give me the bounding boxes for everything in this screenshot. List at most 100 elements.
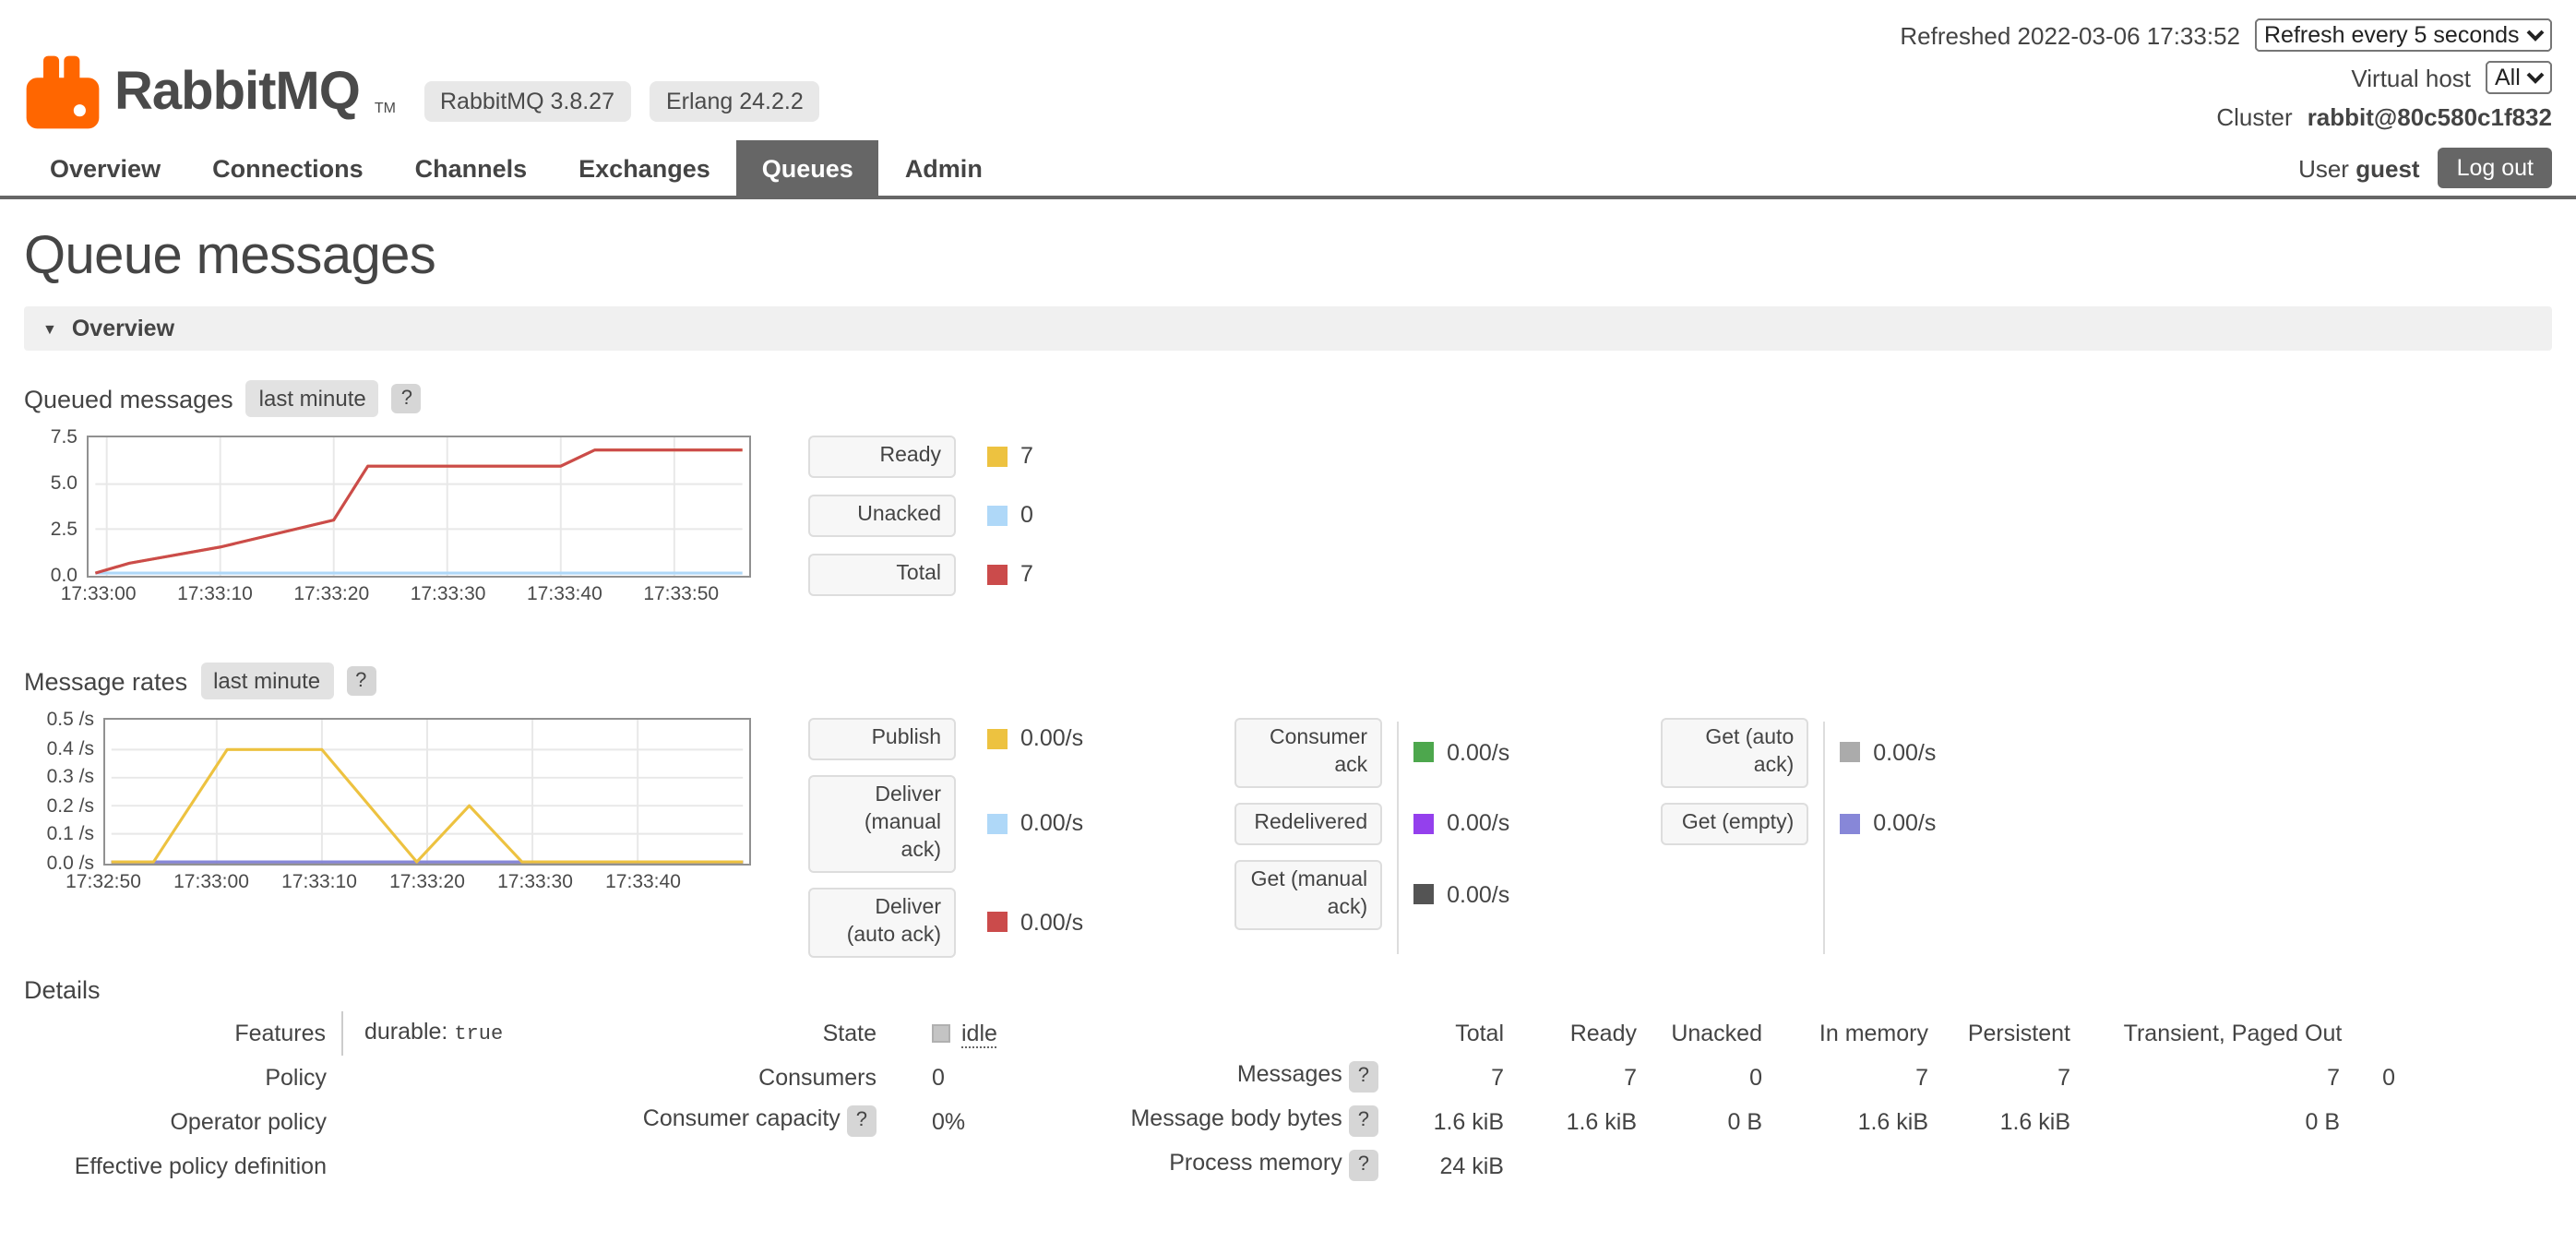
legend-value-ready: 7 bbox=[1020, 443, 1033, 470]
legend-item-publish: Publish 0.00/s bbox=[808, 718, 1083, 760]
legend-swatch-total bbox=[987, 564, 1008, 585]
message-rates-plot: 17:32:50 17:33:00 17:33:10 17:33:20 17:33:30… bbox=[66, 718, 751, 895]
tab-admin[interactable]: Admin bbox=[904, 155, 983, 183]
stats-row-process-memory: Process memory ? 24 kiB bbox=[1050, 1143, 2395, 1188]
legend-value-deliver-auto: 0.00/s bbox=[1020, 909, 1084, 936]
x-tick-label: 17:33:00 bbox=[173, 871, 249, 893]
message-rates-help-icon[interactable]: ? bbox=[346, 665, 376, 697]
x-tick-label: 17:33:20 bbox=[389, 871, 465, 893]
rabbitmq-logo[interactable]: RabbitMQ TM bbox=[24, 54, 396, 131]
col-transient-paged-out: Transient, Paged Out bbox=[2123, 1020, 2343, 1046]
legend-label-get-manual: Get (manual ack) bbox=[1234, 859, 1383, 930]
legend-item-deliver-auto: Deliver (auto ack) 0.00/s bbox=[808, 887, 1084, 958]
body-bytes-in-memory: 1.6 kiB bbox=[1857, 1108, 1928, 1135]
y-tick-label: 0.3 /s bbox=[46, 766, 94, 789]
durable-label: durable: bbox=[364, 1019, 448, 1045]
queued-messages-heading-row: Queued messages last minute ? bbox=[24, 380, 2552, 417]
legend-label-redelivered: Redelivered bbox=[1234, 802, 1383, 845]
legend-value-consumer-ack: 0.00/s bbox=[1447, 739, 1510, 766]
logout-button[interactable]: Log out bbox=[2438, 148, 2552, 188]
queued-messages-help-icon[interactable]: ? bbox=[391, 383, 422, 414]
x-tick-label: 17:33:10 bbox=[177, 583, 253, 605]
effective-policy-value bbox=[341, 1143, 559, 1188]
queued-messages-range-badge[interactable]: last minute bbox=[245, 380, 379, 417]
legend-label-total: Total bbox=[808, 553, 956, 596]
features-label: Features bbox=[234, 1020, 326, 1046]
operator-policy-value bbox=[341, 1099, 559, 1143]
body-bytes-paged-out bbox=[2340, 1099, 2395, 1143]
user-word: User bbox=[2298, 154, 2349, 182]
stats-header-row: Total Ready Unacked In memory Persistent… bbox=[1050, 1010, 2395, 1055]
y-tick-label: 0.5 /s bbox=[46, 709, 94, 731]
legend-swatch-consumer-ack bbox=[1413, 742, 1435, 763]
policy-value bbox=[341, 1055, 559, 1099]
stats-row-messages: Messages ? 7 7 0 7 7 7 0 bbox=[1050, 1055, 2395, 1099]
user-name: guest bbox=[2355, 154, 2420, 182]
legend-label-deliver-auto: Deliver (auto ack) bbox=[808, 887, 956, 958]
consumer-capacity-help-icon[interactable]: ? bbox=[846, 1105, 877, 1137]
state-idle-swatch bbox=[932, 1023, 950, 1043]
refresh-interval-select[interactable]: Refresh every 5 seconds bbox=[2255, 18, 2552, 52]
messages-unacked: 0 bbox=[1749, 1064, 1762, 1091]
legend-item-get-auto: Get (auto ack) 0.00/s bbox=[1661, 718, 1936, 788]
cluster-row: Cluster rabbit@80c580c1f832 bbox=[2216, 103, 2552, 131]
legend-label-ready: Ready bbox=[808, 436, 956, 478]
y-tick-label: 0.4 /s bbox=[46, 737, 94, 760]
x-tick-label: 17:33:10 bbox=[281, 871, 357, 893]
body-bytes-transient: 0 B bbox=[2305, 1108, 2340, 1135]
queued-messages-chart-area: 0.0 2.5 5.0 7.5 17:33:00 17:33:10 17:33:20 17:… bbox=[24, 426, 751, 607]
details-middle-table: State idle Consumers 0 Consumer capacity… bbox=[559, 1010, 1050, 1143]
legend-swatch-deliver-manual bbox=[987, 813, 1008, 834]
virtual-host-select[interactable]: All bbox=[2486, 61, 2552, 94]
message-rates-range-badge[interactable]: last minute bbox=[200, 663, 334, 699]
queued-messages-plot: 17:33:00 17:33:10 17:33:20 17:33:30 17:33:40… bbox=[61, 436, 751, 607]
queued-messages-chart bbox=[87, 436, 751, 578]
legend-item-consumer-ack: Consumer ack 0.00/s bbox=[1234, 718, 1509, 788]
cluster-name: rabbit@80c580c1f832 bbox=[2307, 103, 2552, 131]
collapse-triangle-icon: ▼ bbox=[42, 320, 57, 337]
durable-value: true bbox=[454, 1024, 504, 1047]
details-heading: Details bbox=[24, 975, 101, 1004]
process-memory-help-icon[interactable]: ? bbox=[1348, 1150, 1378, 1181]
section-overview-toggle[interactable]: ▼ Overview bbox=[24, 306, 2552, 351]
consumer-capacity-value: 0% bbox=[932, 1108, 966, 1135]
legend-item-redelivered: Redelivered 0.00/s bbox=[1234, 802, 1509, 845]
y-tick-label: 5.0 bbox=[50, 472, 78, 495]
legend-swatch-get-auto bbox=[1840, 742, 1861, 763]
virtual-host-row: Virtual host All bbox=[2351, 61, 2552, 94]
process-memory-text: Process memory bbox=[1169, 1150, 1342, 1176]
tab-overview[interactable]: Overview bbox=[50, 155, 161, 183]
feature-durable: durable: true bbox=[340, 1010, 559, 1056]
logo-tm: TM bbox=[374, 99, 396, 115]
consumers-value: 0 bbox=[932, 1064, 945, 1091]
legend-item-ready: Ready 7 bbox=[808, 436, 1033, 478]
legend-item-get-empty: Get (empty) 0.00/s bbox=[1661, 802, 1936, 845]
message-rates-x-axis: 17:32:50 17:33:00 17:33:10 17:33:20 17:33:30… bbox=[66, 866, 751, 895]
virtual-host-label: Virtual host bbox=[2351, 64, 2471, 91]
rabbitmq-logo-icon bbox=[26, 55, 100, 129]
col-ready: Ready bbox=[1569, 1020, 1637, 1046]
policy-label: Policy bbox=[265, 1064, 327, 1091]
tab-exchanges[interactable]: Exchanges bbox=[578, 155, 710, 183]
legend-group-3: Get (auto ack) 0.00/s Get (empty) 0.00/s bbox=[1661, 718, 1936, 957]
message-rates-heading-row: Message rates last minute ? bbox=[24, 663, 2552, 699]
legend-group-2: Consumer ack 0.00/s Redelivered 0.00/s G… bbox=[1234, 718, 1509, 957]
messages-help-icon[interactable]: ? bbox=[1348, 1061, 1378, 1093]
tab-queues[interactable]: Queues bbox=[735, 140, 879, 196]
x-tick-label: 17:33:20 bbox=[293, 583, 370, 605]
queued-messages-chart-row: 0.0 2.5 5.0 7.5 17:33:00 17:33:10 17:33:20 17:… bbox=[24, 426, 2552, 607]
x-tick-label: 17:32:50 bbox=[66, 871, 141, 893]
legend-item-deliver-manual: Deliver (manual ack) 0.00/s bbox=[808, 774, 1083, 873]
body-bytes-label: Message body bytes ? bbox=[1050, 1099, 1393, 1143]
legend-swatch-get-empty bbox=[1840, 813, 1861, 834]
queued-messages-legend: Ready 7 Unacked 0 Total 7 bbox=[808, 436, 1033, 596]
tab-channels[interactable]: Channels bbox=[414, 155, 528, 183]
body-bytes-help-icon[interactable]: ? bbox=[1348, 1105, 1378, 1137]
queued-messages-heading: Queued messages bbox=[24, 385, 233, 412]
main-nav: Overview Connections Channels Exchanges … bbox=[0, 140, 2576, 199]
process-memory-label: Process memory ? bbox=[1050, 1143, 1393, 1188]
y-tick-label: 0.0 bbox=[50, 565, 78, 587]
queued-messages-x-axis: 17:33:00 17:33:10 17:33:20 17:33:30 17:33:40… bbox=[61, 578, 751, 607]
tab-connections[interactable]: Connections bbox=[212, 155, 364, 183]
x-tick-label: 17:33:30 bbox=[410, 583, 486, 605]
